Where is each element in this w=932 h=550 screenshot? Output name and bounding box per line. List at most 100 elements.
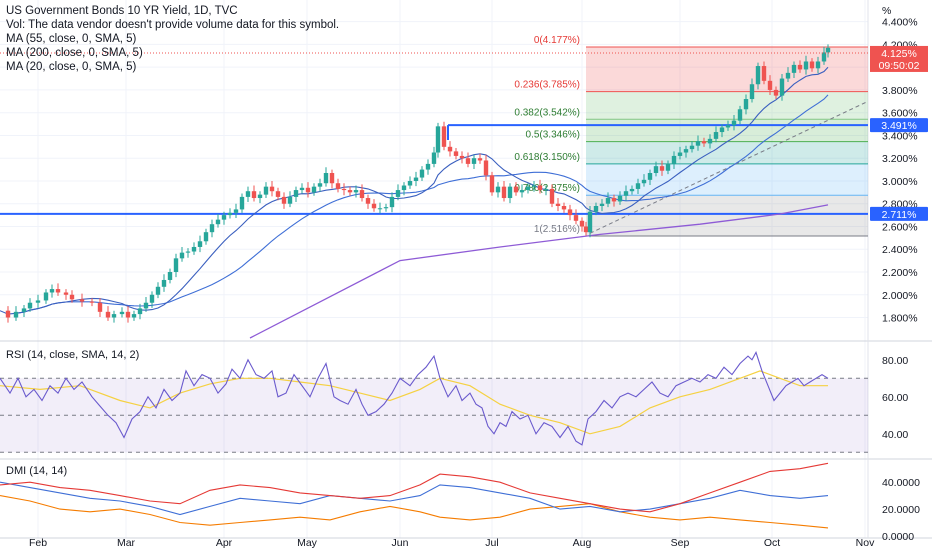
fib-label: 1(2.516%) (534, 224, 580, 235)
candle-body (561, 206, 567, 210)
candle-body (593, 206, 599, 212)
time-tick-label: Apr (216, 537, 233, 549)
candle-body (599, 203, 605, 206)
candle-body (465, 158, 471, 164)
candle-body (251, 191, 257, 199)
candle-body (785, 72, 791, 79)
fib-label: 0.236(3.785%) (514, 80, 580, 91)
candle-body (743, 99, 749, 110)
candle-body (537, 185, 543, 191)
candle-body (531, 185, 537, 187)
candle-body (395, 190, 401, 197)
candle-body (311, 186, 317, 193)
candle-body (815, 61, 821, 69)
candle-body (507, 186, 513, 199)
candle-body (221, 215, 227, 220)
ma20-line (0, 66, 829, 315)
candle-body (825, 47, 831, 53)
candle-body (701, 141, 707, 144)
candle-body (305, 187, 311, 193)
candle-body (299, 187, 305, 191)
candle-body (731, 120, 737, 126)
ma20-label: MA (20, close, 0, SMA, 5) (6, 61, 137, 73)
fib-zone (586, 195, 868, 237)
candle-body (459, 155, 465, 159)
candle-body (605, 198, 611, 204)
candle-body (209, 224, 215, 233)
dmi-plus-line (0, 481, 829, 516)
candle-body (489, 175, 495, 193)
candle-body (275, 191, 281, 197)
candle-body (587, 211, 593, 233)
time-tick-label: Jun (392, 537, 409, 549)
candle-body (49, 289, 55, 293)
candle-body (359, 190, 365, 199)
candle-body (13, 311, 19, 318)
candle-body (63, 292, 69, 295)
candle-body (111, 314, 117, 318)
dmi-tick-label: 20.0000 (882, 504, 920, 516)
ma55-line (15, 94, 829, 314)
candle-body (821, 52, 827, 62)
fib-label: 0.5(3.346%) (526, 130, 580, 141)
candle-body (203, 232, 209, 242)
candle-body (707, 138, 713, 144)
candle-body (413, 177, 419, 181)
candle-body (659, 166, 665, 171)
candle-body (431, 152, 437, 164)
candle-body (471, 158, 477, 164)
candle-body (245, 191, 251, 197)
candle-body (543, 188, 549, 191)
candle-body (617, 195, 623, 202)
candle-body (447, 146, 453, 152)
price-tick-label: 4.400% (882, 17, 918, 29)
candle-body (335, 183, 341, 189)
ma200-line (249, 204, 829, 339)
candle-body (281, 196, 287, 204)
candle-body (119, 311, 125, 315)
candle-body (341, 188, 347, 191)
candle-body (69, 294, 75, 300)
rsi-tick-label: 60.00 (882, 392, 908, 404)
candle-body (683, 149, 689, 153)
candle-body (389, 196, 395, 208)
candle-body (55, 289, 61, 293)
price-tick-label: 3.200% (882, 153, 918, 165)
candle-body (407, 180, 413, 186)
candle-body (623, 191, 629, 196)
support-tag-3491-bg (870, 118, 928, 133)
price-unit-label: % (882, 5, 891, 17)
candle-body (695, 141, 701, 146)
rsi-tick-label: 40.00 (882, 429, 908, 441)
price-tick-label: 2.600% (882, 221, 918, 233)
countdown-label: 09:50:02 (879, 60, 920, 72)
candle-body (513, 186, 519, 193)
candle-body (611, 198, 617, 202)
candle-body (35, 300, 41, 303)
fib-label: 0.382(3.542%) (514, 107, 580, 118)
candle-body (483, 160, 489, 176)
candle-body (435, 126, 441, 153)
candle-body (383, 207, 389, 209)
candle-body (719, 127, 725, 133)
rsi-title: RSI (14, close, SMA, 14, 2) (6, 349, 139, 361)
candle-body (287, 196, 293, 204)
candle-body (677, 152, 683, 156)
candle-body (477, 158, 483, 161)
candle-body (323, 173, 329, 184)
candle-body (419, 169, 425, 178)
price-tick-label: 3.800% (882, 85, 918, 97)
candle-body (779, 78, 785, 96)
candle-body (641, 179, 647, 184)
rsi-line (0, 351, 829, 446)
candle-body (155, 286, 161, 295)
candle-body (573, 215, 579, 221)
candle-body (161, 279, 167, 287)
candle-body (425, 163, 431, 170)
time-tick-label: Nov (856, 537, 875, 549)
time-tick-label: Sep (671, 537, 690, 549)
candle-body (579, 220, 585, 227)
price-tick-label: 3.000% (882, 176, 918, 188)
candle-body (755, 66, 761, 85)
